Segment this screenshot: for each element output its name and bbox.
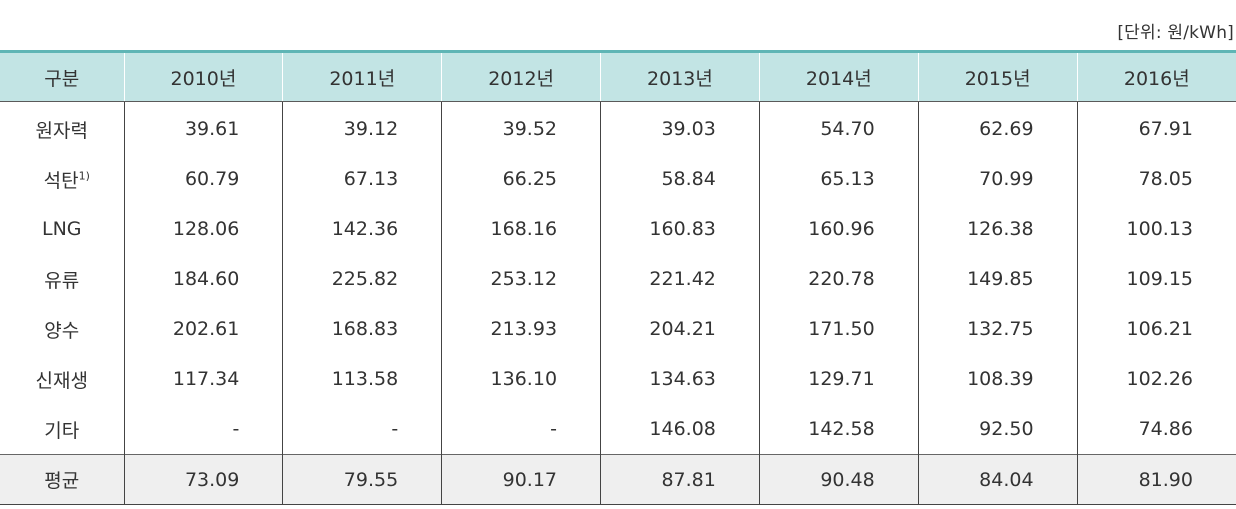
table-row-lng: LNG 128.06 142.36 168.16 160.83 160.96 1… [0,204,1236,254]
table-cell: 39.52 [441,101,601,154]
table-cell: 126.38 [917,204,1078,254]
table-cell: 128.06 [123,204,283,254]
table-row-nuclear: 원자력 39.61 39.12 39.52 39.03 54.70 62.69 … [0,101,1236,154]
table-cell: 142.58 [758,404,919,455]
table-cell: 225.82 [282,254,442,304]
table-cell: 142.36 [282,204,442,254]
table-cell: 202.61 [123,304,283,354]
cost-table: 구분 2010년 2011년 2012년 2013년 2014년 2015년 2… [0,50,1236,505]
table-cell: 168.16 [441,204,601,254]
header-year: 2010년 [123,50,283,102]
table-cell: 78.05 [1076,154,1236,204]
row-label: 석탄1) [0,154,124,204]
table-cell: - [282,404,442,455]
table-cell: 108.39 [917,354,1078,404]
table-row-oil: 유류 184.60 225.82 253.12 221.42 220.78 14… [0,254,1236,304]
table-cell: 66.25 [441,154,601,204]
table-cell: 70.99 [917,154,1078,204]
table-cell: 39.61 [123,101,283,154]
table-cell: 84.04 [917,454,1078,505]
header-year: 2015년 [917,50,1078,102]
table-cell: 90.48 [758,454,919,505]
table-cell: 220.78 [758,254,919,304]
table-cell: 54.70 [758,101,919,154]
table-cell: 113.58 [282,354,442,404]
row-label: 평균 [0,454,124,505]
header-row: 구분 2010년 2011년 2012년 2013년 2014년 2015년 2… [0,50,1236,102]
header-year: 2014년 [758,50,919,102]
row-label: 양수 [44,319,80,342]
table-cell: 221.42 [600,254,760,304]
table-cell: 90.17 [441,454,601,505]
table-cell: 168.83 [282,304,442,354]
table-cell: 253.12 [441,254,601,304]
table-row-pumped: 양수 202.61 168.83 213.93 204.21 171.50 13… [0,304,1236,354]
table-cell: 73.09 [123,454,283,505]
table-cell: 87.81 [600,454,760,505]
table-cell: - [441,404,601,455]
table-cell: 62.69 [917,101,1078,154]
table-cell: 184.60 [123,254,283,304]
table-cell: 60.79 [123,154,283,204]
row-label: 신재생 [35,369,88,392]
table-cell: 134.63 [600,354,760,404]
table-cell: 109.15 [1076,254,1236,304]
footnote-marker: 1) [78,169,90,183]
table-cell: 171.50 [758,304,919,354]
table-row-other: 기타 - - - 146.08 142.58 92.50 74.86 [0,404,1236,455]
header-year: 2011년 [282,50,442,102]
table-cell: 213.93 [441,304,601,354]
table-cell: 39.12 [282,101,442,154]
table-cell: 117.34 [123,354,283,404]
table-cell: 79.55 [282,454,442,505]
table-cell: 67.91 [1076,101,1236,154]
table-row-coal: 석탄1) 60.79 67.13 66.25 58.84 65.13 70.99… [0,154,1236,204]
table-cell: 136.10 [441,354,601,404]
table-cell: 129.71 [758,354,919,404]
table-cell: 67.13 [282,154,442,204]
row-label: 원자력 [35,119,88,142]
table-cell: 146.08 [600,404,760,455]
table-cell: 204.21 [600,304,760,354]
unit-label: [단위: 원/kWh] [1117,23,1234,43]
table-cell: 39.03 [600,101,760,154]
table-cell: 106.21 [1076,304,1236,354]
table-cell: 81.90 [1076,454,1236,505]
table-cell: 100.13 [1076,204,1236,254]
table-cell: 65.13 [758,154,919,204]
table-cell: 132.75 [917,304,1078,354]
table-cell: 58.84 [600,154,760,204]
table-cell: 102.26 [1076,354,1236,404]
row-label: 기타 [44,419,80,442]
table-cell: 92.50 [917,404,1078,455]
row-label-text: 석탄 [43,169,79,192]
header-year: 2013년 [600,50,760,102]
row-label: LNG [41,218,82,240]
table-row-renewable: 신재생 117.34 113.58 136.10 134.63 129.71 1… [0,354,1236,404]
header-year: 2012년 [441,50,601,102]
table-cell: - [123,404,283,455]
header-category: 구분 [0,50,124,102]
table-cell: 160.83 [600,204,760,254]
table-cell: 160.96 [758,204,919,254]
row-label: 유류 [44,269,80,292]
table-cell: 74.86 [1076,404,1236,455]
header-year: 2016년 [1076,50,1236,102]
table-cell: 149.85 [917,254,1078,304]
table-row-average: 평균 73.09 79.55 90.17 87.81 90.48 84.04 8… [0,454,1236,505]
